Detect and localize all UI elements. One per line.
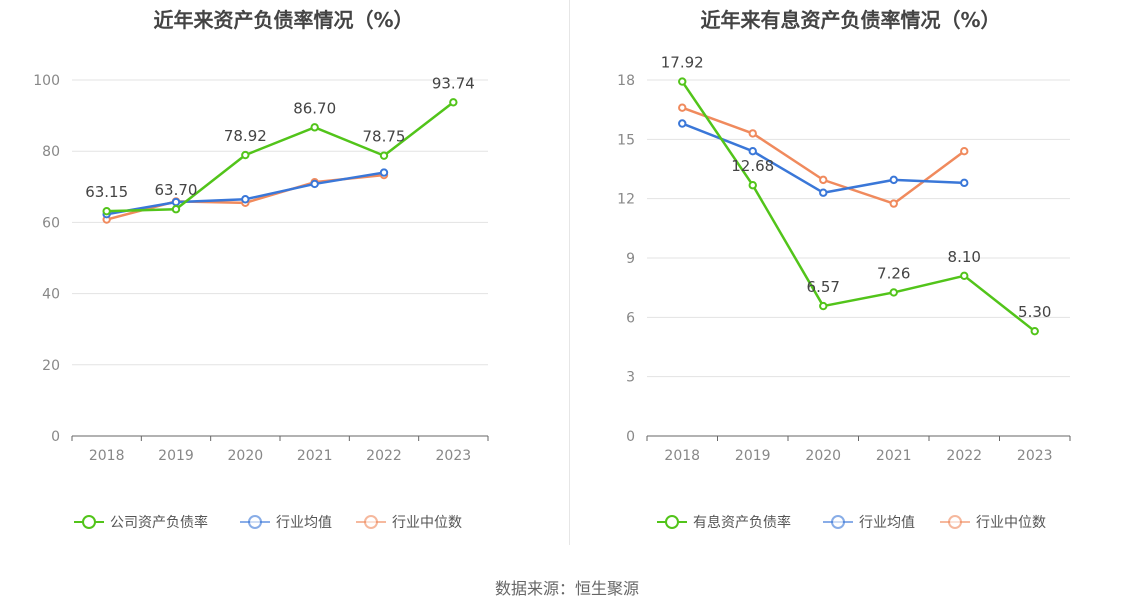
data-label: 6.57 (807, 278, 840, 296)
x-tick-label: 2021 (297, 448, 333, 464)
data-point[interactable] (819, 188, 828, 197)
legend-marker-icon (74, 515, 104, 529)
y-tick-label: 100 (33, 73, 60, 89)
x-tick-label: 2018 (664, 448, 700, 464)
line-chart: 0 3 6 9 12 15 18 2018 2019 2020 2021 2022 2023 17.92 1… (617, 54, 1071, 464)
x-tick-label: 2019 (158, 448, 194, 464)
legend-label: 有息资产负债率 (693, 515, 791, 531)
legend-label: 行业中位数 (976, 515, 1046, 531)
chart-panel-right: 近年来有息资产负债率情况（%） 0 3 6 9 12 15 18 2018 2019 2020 20… (567, 0, 1134, 560)
data-point[interactable] (102, 206, 111, 216)
data-point[interactable] (310, 123, 319, 132)
legend-label: 行业均值 (859, 515, 915, 531)
data-point[interactable] (889, 199, 898, 208)
chart-title: 近年来有息资产负债率情况（%） (700, 8, 1001, 32)
legend-label: 行业中位数 (392, 515, 462, 531)
data-label: 93.74 (432, 74, 475, 92)
chart-legend: 有息资产负债率 行业均值 行业中位数 (567, 510, 1134, 534)
y-tick-label: 12 (617, 192, 635, 208)
data-label: 78.75 (363, 128, 406, 146)
data-label: 8.10 (948, 248, 981, 266)
data-point[interactable] (748, 147, 757, 156)
data-point[interactable] (1030, 326, 1039, 336)
y-tick-label: 6 (626, 310, 635, 326)
data-point[interactable] (678, 77, 687, 86)
legend-label: 行业均值 (276, 515, 332, 531)
data-point[interactable] (819, 301, 828, 311)
data-label: 12.68 (731, 157, 774, 175)
y-tick-label: 80 (42, 144, 60, 160)
data-point[interactable] (748, 129, 757, 138)
data-point[interactable] (241, 150, 250, 160)
x-tick-label: 2023 (1017, 448, 1053, 464)
data-label: 5.30 (1018, 303, 1051, 321)
y-tick-label: 60 (42, 215, 60, 231)
x-tick-label: 2022 (366, 448, 402, 464)
panel-divider (569, 0, 570, 545)
data-point[interactable] (819, 175, 828, 185)
legend-marker-icon (240, 515, 270, 529)
y-tick-label: 20 (42, 358, 60, 374)
data-point[interactable] (241, 195, 250, 204)
chart-legend: 公司资产负债率 行业均值 行业中位数 (0, 510, 567, 534)
legend-marker-icon (657, 515, 687, 529)
x-tick-label: 2022 (946, 448, 982, 464)
y-tick-label: 0 (51, 429, 60, 445)
x-tick-label: 2021 (876, 448, 912, 464)
y-tick-label: 0 (626, 429, 635, 445)
legend-item[interactable]: 行业中位数 (940, 510, 1046, 534)
data-point[interactable] (960, 147, 969, 156)
chart-title: 近年来资产负债率情况（%） (153, 8, 414, 32)
data-point[interactable] (678, 119, 687, 128)
legend-marker-icon (356, 515, 386, 529)
legend-item[interactable]: 行业均值 (823, 510, 915, 534)
y-tick-label: 3 (626, 370, 635, 386)
data-label: 7.26 (877, 264, 910, 282)
legend-label: 公司资产负债率 (110, 515, 208, 531)
legend-item[interactable]: 行业均值 (240, 510, 332, 534)
x-tick-label: 2020 (228, 448, 264, 464)
legend-marker-icon (940, 515, 970, 529)
data-label: 63.15 (85, 183, 128, 201)
y-tick-label: 15 (617, 132, 635, 148)
legend-item[interactable]: 有息资产负债率 (657, 510, 791, 534)
data-point[interactable] (889, 175, 898, 185)
x-tick-label: 2020 (805, 448, 841, 464)
data-point[interactable] (960, 178, 969, 188)
x-tick-label: 2018 (89, 448, 125, 464)
y-tick-label: 40 (42, 287, 60, 303)
data-point[interactable] (310, 179, 319, 189)
chart-panel-left: 近年来资产负债率情况（%） 0 20 40 60 80 100 2018 2019 2020 20… (0, 0, 567, 560)
data-point[interactable] (449, 98, 458, 107)
y-tick-label: 18 (617, 73, 635, 89)
data-point[interactable] (171, 197, 181, 207)
series-line (106, 171, 385, 216)
data-source-caption: 数据来源：恒生聚源 (494, 579, 639, 598)
data-point[interactable] (678, 103, 687, 112)
data-label: 78.92 (224, 127, 267, 145)
legend-item[interactable]: 公司资产负债率 (74, 510, 208, 534)
data-point[interactable] (960, 271, 969, 280)
data-label: 63.70 (155, 181, 198, 199)
data-label: 17.92 (661, 54, 704, 72)
x-tick-label: 2023 (436, 448, 472, 464)
data-point[interactable] (379, 168, 389, 177)
data-point[interactable] (379, 151, 389, 160)
line-chart: 0 20 40 60 80 100 2018 2019 2020 2021 2022 2023 63.1… (33, 73, 489, 464)
series-line (681, 80, 1036, 333)
series-line (106, 101, 455, 213)
data-point[interactable] (748, 181, 757, 190)
y-tick-label: 9 (626, 251, 635, 267)
data-point[interactable] (171, 205, 181, 214)
data-label: 86.70 (293, 99, 336, 117)
data-point[interactable] (889, 288, 898, 297)
legend-item[interactable]: 行业中位数 (356, 510, 462, 534)
legend-marker-icon (823, 515, 853, 529)
x-tick-label: 2019 (735, 448, 771, 464)
